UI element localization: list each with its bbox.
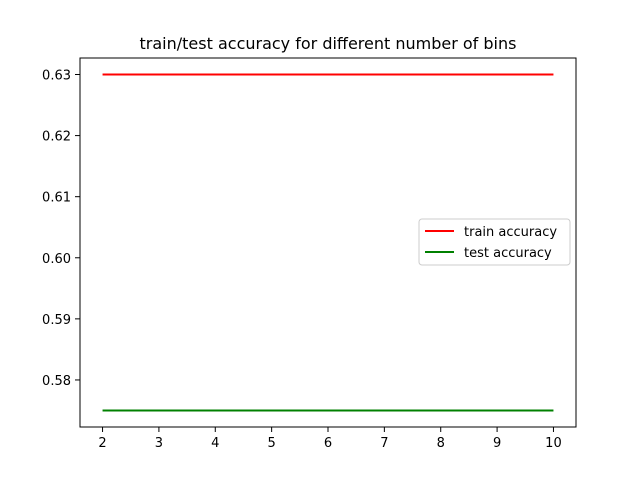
x-tick-label: 9 xyxy=(493,436,501,451)
x-tick-label: 10 xyxy=(545,436,562,451)
x-tick-label: 4 xyxy=(211,436,219,451)
x-tick-label: 6 xyxy=(324,436,332,451)
x-tick-label: 7 xyxy=(380,436,388,451)
legend-box xyxy=(418,218,571,266)
x-tick-label: 2 xyxy=(98,436,106,451)
y-tick-label: 0.58 xyxy=(42,374,71,389)
x-tick-label: 3 xyxy=(155,436,163,451)
y-tick-label: 0.59 xyxy=(42,313,71,328)
series-layer xyxy=(102,73,554,412)
y-tick-label: 0.60 xyxy=(42,252,71,267)
legend: train accuracy test accuracy xyxy=(418,218,571,266)
ticks-layer: 2 3 4 5 6 7 8 9 10 0.58 0.59 0.60 0.61 0.62 0.63 xyxy=(42,68,562,451)
x-tick-label: 5 xyxy=(267,436,275,451)
chart-title: train/test accuracy for different number… xyxy=(140,34,517,53)
y-tick-label: 0.63 xyxy=(42,68,71,83)
x-tick-label: 8 xyxy=(437,436,445,451)
y-tick-label: 0.62 xyxy=(42,130,71,145)
plot-area-frame xyxy=(79,57,577,428)
legend-label-test-accuracy: test accuracy xyxy=(464,246,552,261)
legend-label-train-accuracy: train accuracy xyxy=(464,225,557,240)
y-tick-label: 0.61 xyxy=(42,191,71,206)
